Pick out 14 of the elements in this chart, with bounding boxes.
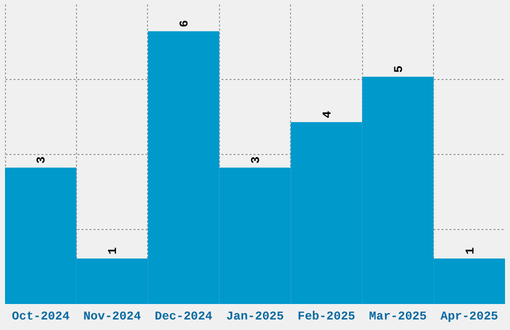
data-label: 5 [392,66,406,73]
data-label: 6 [178,20,192,28]
x-tick-label: Dec-2024 [154,310,212,324]
data-label: 1 [106,247,120,255]
x-tick-label: Nov-2024 [83,310,141,324]
data-label: 1 [463,247,478,255]
x-tick-label: Apr-2025 [440,310,498,324]
data-label: 3 [249,156,263,164]
x-tick-label: Mar-2025 [369,310,427,324]
data-label: 4 [320,110,334,118]
data-label: 3 [34,156,49,164]
x-tick-label: Feb-2025 [298,310,356,324]
x-tick-label: Oct-2024 [12,310,70,324]
x-tick-label: Jan-2025 [226,310,284,324]
